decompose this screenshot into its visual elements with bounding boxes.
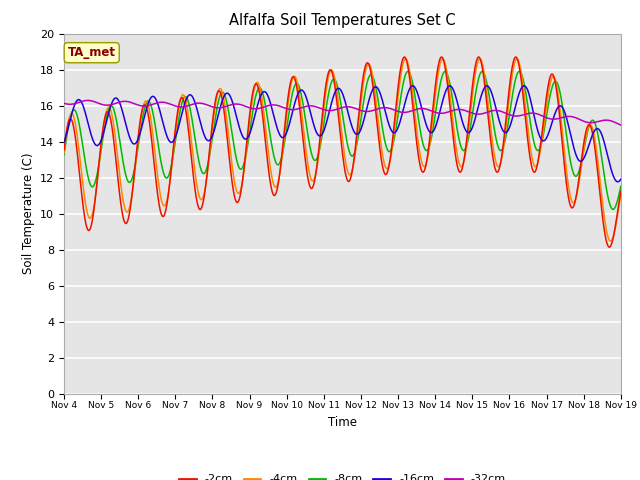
Title: Alfalfa Soil Temperatures Set C: Alfalfa Soil Temperatures Set C xyxy=(229,13,456,28)
X-axis label: Time: Time xyxy=(328,416,357,429)
Legend: -2cm, -4cm, -8cm, -16cm, -32cm: -2cm, -4cm, -8cm, -16cm, -32cm xyxy=(175,470,510,480)
Text: TA_met: TA_met xyxy=(68,46,116,59)
Y-axis label: Soil Temperature (C): Soil Temperature (C) xyxy=(22,153,35,275)
